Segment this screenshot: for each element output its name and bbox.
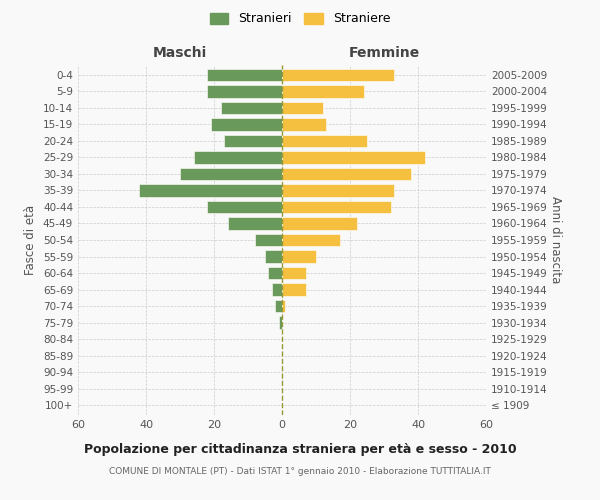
Bar [282, 68, 394, 81]
Bar [282, 300, 286, 312]
Bar [207, 201, 282, 213]
Bar [275, 300, 282, 312]
Legend: Stranieri, Straniere: Stranieri, Straniere [206, 8, 394, 29]
Text: Maschi: Maschi [153, 46, 207, 60]
Bar [227, 218, 282, 230]
Text: Popolazione per cittadinanza straniera per età e sesso - 2010: Popolazione per cittadinanza straniera p… [83, 442, 517, 456]
Y-axis label: Fasce di età: Fasce di età [25, 205, 37, 275]
Bar [282, 102, 323, 114]
Bar [211, 118, 282, 130]
Bar [282, 201, 391, 213]
Y-axis label: Anni di nascita: Anni di nascita [548, 196, 562, 284]
Bar [282, 118, 326, 130]
Bar [180, 168, 282, 180]
Bar [282, 234, 340, 246]
Bar [282, 267, 306, 279]
Bar [278, 316, 282, 328]
Bar [282, 250, 316, 262]
Bar [282, 218, 357, 230]
Bar [282, 184, 394, 196]
Text: Femmine: Femmine [349, 46, 419, 60]
Bar [255, 234, 282, 246]
Bar [207, 85, 282, 98]
Bar [221, 102, 282, 114]
Bar [282, 152, 425, 164]
Bar [194, 152, 282, 164]
Bar [272, 284, 282, 296]
Bar [207, 68, 282, 81]
Bar [265, 250, 282, 262]
Bar [282, 85, 364, 98]
Bar [224, 135, 282, 147]
Bar [139, 184, 282, 196]
Bar [282, 135, 367, 147]
Bar [282, 284, 306, 296]
Bar [282, 168, 411, 180]
Bar [268, 267, 282, 279]
Text: COMUNE DI MONTALE (PT) - Dati ISTAT 1° gennaio 2010 - Elaborazione TUTTITALIA.IT: COMUNE DI MONTALE (PT) - Dati ISTAT 1° g… [109, 468, 491, 476]
